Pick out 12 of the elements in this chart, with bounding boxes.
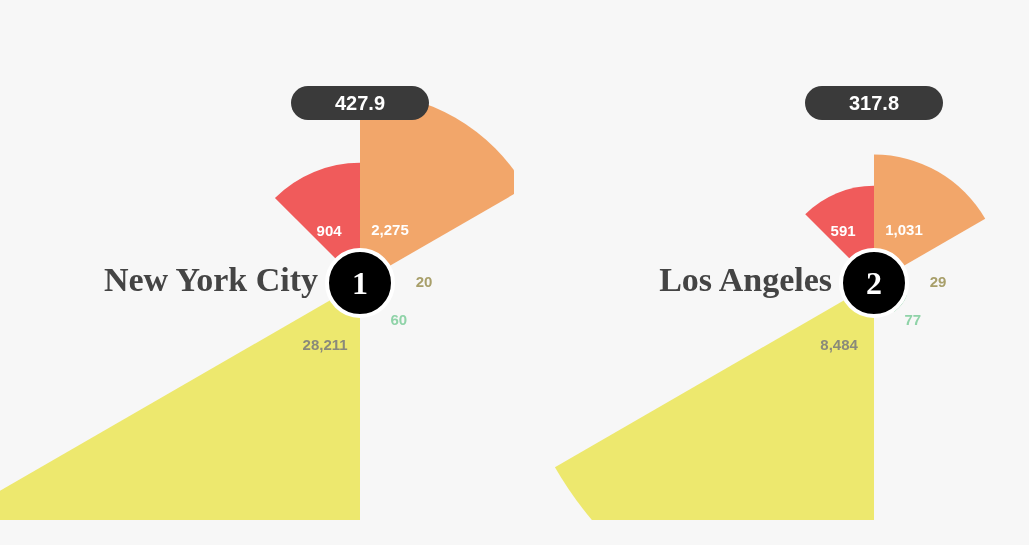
data-label: 8,484: [820, 336, 859, 354]
text: 317.8: [805, 86, 943, 120]
data-label: 1,031: [885, 221, 923, 239]
data-label: 20: [415, 273, 433, 291]
data-label: 2,275: [371, 221, 409, 239]
text: 427.9: [291, 86, 429, 120]
data-label: 591: [830, 221, 856, 239]
data-label: 29: [929, 273, 947, 291]
data-label: 904: [316, 221, 343, 239]
text: New York City: [103, 261, 318, 299]
text: Los Angeles: [659, 261, 832, 299]
data-label: 28,211: [302, 336, 348, 354]
